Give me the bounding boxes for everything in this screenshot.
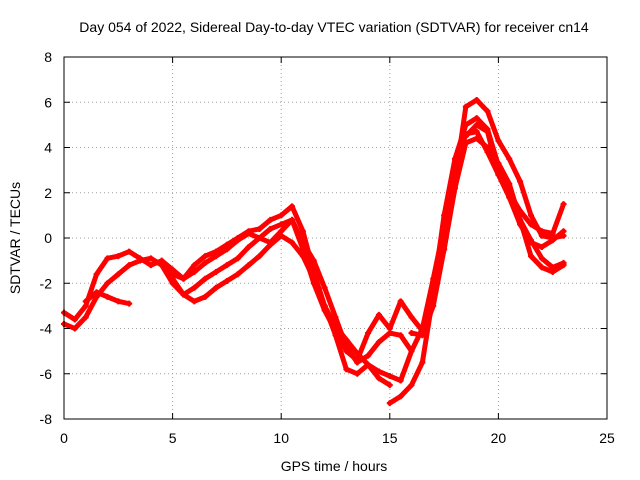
- x-tick-label: 5: [169, 430, 177, 446]
- data-point-trace: [72, 314, 89, 331]
- data-point-trace: [398, 348, 415, 384]
- chart-title: Day 054 of 2022, Sidereal Day-to-day VTE…: [79, 19, 589, 35]
- data-point-trace: [311, 258, 328, 291]
- y-axis-label: SDTVAR / TECUs: [7, 182, 23, 294]
- data-point-trace: [300, 253, 317, 282]
- data-point-trace: [83, 294, 100, 320]
- data-point-trace: [333, 332, 349, 372]
- data-point-trace: [365, 339, 382, 359]
- data-point-trace: [343, 337, 360, 356]
- data-point: [560, 262, 567, 269]
- data-point-trace: [495, 172, 512, 196]
- data-point: [126, 300, 133, 307]
- y-tick-label: 0: [44, 230, 52, 246]
- data-point-trace: [398, 298, 415, 320]
- data-point-trace: [495, 138, 512, 162]
- x-tick-label: 0: [60, 430, 68, 446]
- data-point-trace: [528, 253, 545, 270]
- y-tick-label: -8: [40, 411, 53, 427]
- axis-ticks: 0 5 10 15 20 25 -8 -6 -4 -2 0 2 4 6 8: [40, 49, 615, 446]
- data-point-trace: [441, 185, 458, 252]
- data-point-trace: [485, 129, 501, 178]
- data-point-trace: [517, 208, 534, 227]
- data-point-trace: [170, 276, 186, 298]
- data-point-trace: [256, 242, 273, 259]
- data-point: [386, 382, 393, 389]
- series-sat-g: [408, 135, 567, 339]
- data-point-trace: [354, 350, 371, 368]
- data-point-trace: [289, 217, 306, 252]
- data-points: [61, 96, 567, 407]
- y-tick-label: 6: [44, 94, 52, 110]
- x-tick-label: 10: [273, 430, 289, 446]
- data-point-trace: [94, 255, 110, 277]
- data-point-trace: [463, 122, 480, 139]
- x-tick-label: 15: [382, 430, 398, 446]
- data-point-trace: [409, 359, 425, 388]
- data-point-trace: [517, 217, 534, 259]
- data-point-trace: [289, 240, 306, 259]
- y-tick-label: -4: [40, 321, 53, 337]
- data-point: [560, 201, 567, 208]
- series-sat-h: [462, 121, 567, 237]
- data-point-trace: [72, 303, 89, 322]
- data-point-trace: [376, 375, 393, 388]
- data-point-trace: [409, 326, 425, 354]
- x-tick-label: 25: [599, 430, 615, 446]
- data-point-trace: [322, 303, 338, 329]
- data-point-trace: [474, 97, 491, 114]
- data-point-trace: [452, 104, 469, 184]
- data-point-trace: [419, 276, 436, 331]
- data-point-trace: [506, 190, 523, 214]
- y-tick-label: 2: [44, 185, 52, 201]
- y-tick-label: -2: [40, 275, 53, 291]
- data-point-trace: [311, 276, 328, 309]
- data-point-trace: [419, 303, 436, 338]
- data-point-trace: [506, 156, 523, 184]
- y-tick-label: 8: [44, 49, 52, 65]
- data-point-trace: [452, 140, 469, 191]
- x-axis-label: GPS time / hours: [281, 458, 388, 474]
- y-tick-label: -6: [40, 366, 53, 382]
- data-point-trace: [365, 312, 382, 336]
- y-tick-label: 4: [44, 140, 52, 156]
- series-sat-f: [82, 289, 133, 307]
- data-point-trace: [322, 285, 338, 320]
- data-point-trace: [398, 382, 415, 399]
- data-point-trace: [333, 323, 349, 343]
- data-point-trace: [333, 328, 349, 354]
- data-point-trace: [430, 246, 447, 309]
- data-point-trace: [235, 244, 252, 261]
- data-point-trace: [517, 178, 534, 218]
- data-point-trace: [289, 203, 306, 234]
- data-point-trace: [376, 312, 393, 331]
- series-sat-d: [169, 128, 567, 384]
- data-point: [560, 232, 567, 239]
- data-point-trace: [398, 332, 415, 354]
- data-point-trace: [300, 240, 317, 264]
- data-point-trace: [550, 201, 567, 236]
- data-point-trace: [495, 160, 512, 187]
- data-point-trace: [550, 262, 567, 275]
- data-point-trace: [485, 108, 501, 144]
- data-point-trace: [430, 224, 447, 282]
- data-point-trace: [387, 298, 404, 331]
- x-tick-label: 20: [491, 430, 507, 446]
- data-point-trace: [474, 115, 491, 132]
